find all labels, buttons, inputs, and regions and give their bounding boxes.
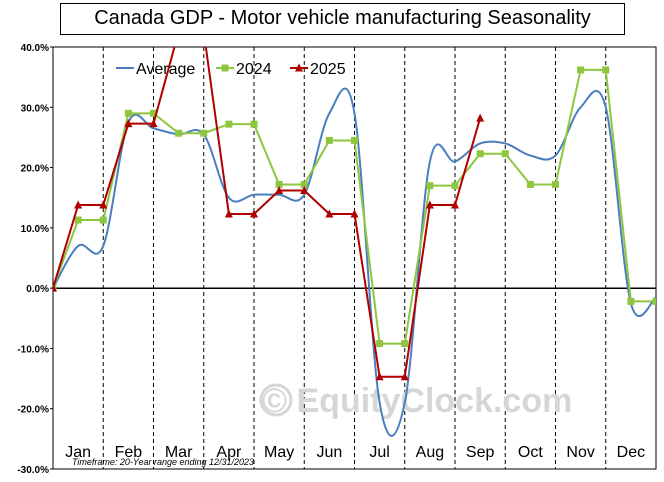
watermark-text: © EquityClock.com	[262, 382, 572, 420]
x-tick-label: Jun	[316, 444, 342, 461]
data-point-2024	[552, 180, 559, 188]
series-2024	[53, 66, 656, 348]
x-tick-label: Jan	[65, 444, 91, 461]
data-point-2025	[250, 209, 258, 218]
data-point-2024	[351, 136, 358, 144]
x-tick-label: Aug	[416, 444, 444, 461]
y-tick-label: -10.0%	[17, 344, 49, 355]
x-tick-label: Apr	[216, 444, 242, 461]
watermark: © EquityClock.com	[259, 382, 572, 420]
x-tick-label: Dec	[617, 444, 645, 461]
data-point-2024	[275, 180, 283, 188]
data-point-2024	[577, 66, 585, 74]
data-point-2024	[300, 180, 308, 188]
watermark-copyright-icon	[259, 383, 293, 417]
legend-label-2024: 2024	[236, 61, 272, 78]
y-tick-label: 30.0%	[21, 103, 49, 114]
series-layer	[53, 47, 656, 437]
data-point-2024	[376, 340, 384, 348]
x-axis-month-labels: Jan Feb Mar Apr May Jun Jul Aug Sep Oct Nov Dec	[65, 444, 645, 461]
data-point-2024	[325, 136, 333, 144]
data-point-2024	[250, 120, 258, 128]
x-tick-label: May	[264, 444, 294, 461]
data-point-2024	[401, 340, 409, 348]
data-point-2025	[224, 209, 233, 218]
y-tick-label: 0.0%	[26, 284, 49, 295]
x-tick-label: Mar	[165, 444, 193, 461]
y-tick-label: 40.0%	[21, 43, 49, 54]
y-tick-label: 20.0%	[21, 164, 49, 175]
series-line-average	[53, 87, 656, 437]
data-point-2025	[350, 209, 359, 218]
y-tick-label: -30.0%	[17, 465, 49, 476]
data-point-2024	[451, 182, 459, 190]
data-point-2024	[426, 182, 434, 190]
data-point-2024	[526, 180, 534, 188]
data-point-2025	[476, 113, 485, 122]
legend-label-2025: 2025	[310, 61, 346, 78]
data-point-2025	[74, 200, 83, 209]
series-2025	[53, 47, 485, 381]
data-point-2024	[99, 216, 107, 224]
data-point-2025	[149, 119, 158, 128]
legend: Average 2024 2025	[116, 61, 346, 78]
data-point-2024	[150, 109, 157, 117]
chart-title: Canada GDP - Motor vehicle manufacturing…	[94, 7, 591, 29]
data-point-2025	[425, 200, 434, 209]
data-point-2025	[400, 372, 409, 381]
data-point-2024	[225, 120, 233, 128]
series-line-2025	[53, 47, 482, 378]
data-point-2024	[652, 297, 656, 305]
data-point-2025	[325, 209, 334, 218]
x-tick-label: Nov	[566, 444, 594, 461]
data-point-2024	[124, 109, 132, 117]
data-point-2025	[124, 119, 133, 128]
data-point-2024	[175, 129, 183, 137]
y-tick-label: -20.0%	[17, 405, 49, 416]
data-point-2024	[602, 66, 610, 74]
data-point-2024	[627, 297, 635, 305]
footnote: Timeframe: 20-Year range ending 12/31/20…	[72, 457, 254, 467]
data-point-2025	[99, 200, 108, 209]
data-point-2025	[275, 185, 284, 194]
data-point-2025	[375, 372, 384, 381]
legend-marker-2024	[221, 64, 229, 72]
data-point-2024	[501, 150, 509, 158]
legend-marker-2025	[295, 63, 303, 72]
x-tick-label: Feb	[115, 444, 143, 461]
series-average	[53, 87, 656, 437]
x-tick-label: Sep	[466, 444, 495, 461]
y-axis-tick-labels: 40.0% 30.0% 20.0% 10.0% 0.0% -10.0% -20.0% -30.…	[17, 43, 53, 476]
legend-label-average: Average	[136, 61, 195, 78]
x-tick-label: Jul	[369, 444, 389, 461]
data-point-2024	[200, 129, 208, 137]
data-point-2024	[476, 150, 484, 158]
data-point-2024	[74, 216, 82, 224]
chart-title-box: Canada GDP - Motor vehicle manufacturing…	[60, 3, 625, 35]
y-tick-label: 10.0%	[21, 224, 49, 235]
data-point-2025	[53, 283, 57, 292]
data-point-2025	[300, 185, 309, 194]
x-tick-label: Oct	[518, 444, 543, 461]
data-point-2025	[451, 200, 459, 209]
